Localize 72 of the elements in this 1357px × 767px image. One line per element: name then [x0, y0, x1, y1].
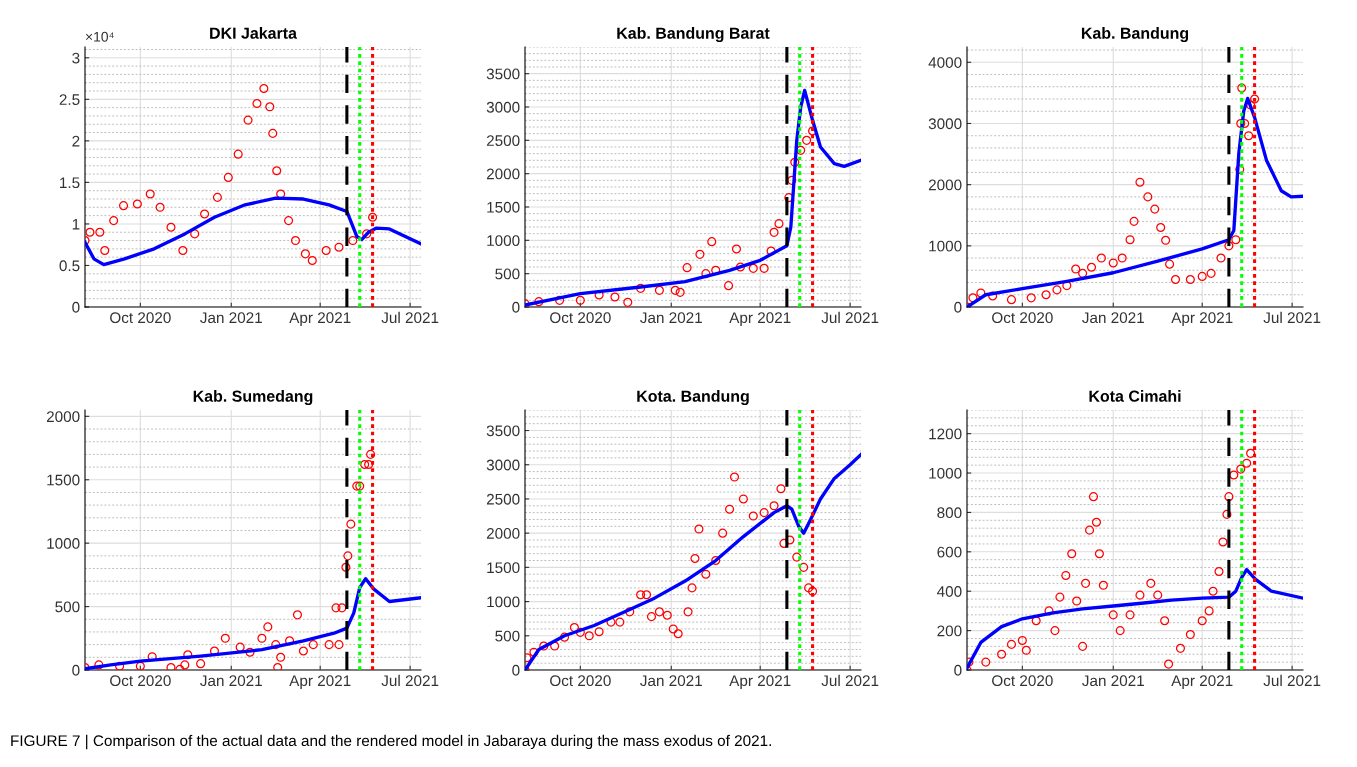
y-tick-label: 800	[937, 507, 962, 519]
y-tick-label: 1000	[487, 235, 520, 247]
y-tick-label: 2500	[486, 493, 520, 505]
x-tick-label: Jul 2021	[381, 311, 439, 324]
x-tick-label: Oct 2020	[110, 312, 171, 324]
x-tick-label: Oct 2020	[992, 675, 1053, 687]
x-tick-label: Apr 2021	[1171, 675, 1233, 690]
y-tick-label: 1	[72, 218, 80, 230]
y-tick-label: 0	[512, 301, 520, 313]
x-tick-label: Apr 2021	[729, 312, 791, 327]
y-tick-label: 1200	[929, 428, 962, 440]
y-tick-label: 3000	[486, 459, 520, 471]
y-tick-label: 500	[495, 268, 520, 280]
y-tick-label: 1000	[929, 240, 962, 252]
x-tick-label: Jul 2021	[381, 674, 439, 687]
x-tick-label: Jul 2021	[821, 311, 879, 324]
x-tick-label: Jul 2021	[1263, 311, 1321, 324]
chart-title: Kota. Bandung	[637, 390, 749, 406]
y-tick-label: 2000	[928, 179, 962, 191]
x-tick-label: Jan 2021	[640, 312, 702, 324]
y-tick-label: 0	[512, 664, 520, 676]
y-tick-label: 2000	[486, 528, 520, 539]
caption: FIGURE 7 | Comparison of the actual data and the rendered model in Jabaraya during the mass exodus of 2021.	[11, 734, 771, 750]
y-tick-label: 2000	[46, 411, 80, 423]
y-tick-label: 1500	[487, 562, 520, 574]
y-tick-label: 0	[72, 664, 80, 676]
x-tick-label: Jul 2021	[1263, 674, 1321, 687]
y-tick-label: 1000	[487, 596, 520, 608]
y-tick-label: 1500	[487, 201, 520, 213]
x-tick-label: Jan 2021	[640, 675, 702, 687]
y-tick-label: 200	[937, 625, 962, 637]
chart-title: Kab. Bandung Barat	[617, 27, 770, 43]
x-tick-label: Oct 2020	[550, 312, 611, 324]
chart-title: Kab. Bandung	[1081, 27, 1189, 43]
y-tick-label: 2	[72, 135, 80, 147]
x-tick-label: Jan 2021	[200, 312, 262, 324]
x-tick-label: Oct 2020	[992, 312, 1053, 324]
y-tick-label: 3000	[928, 118, 962, 130]
y-tick-label: 1000	[929, 467, 962, 479]
chart-title: DKI Jakarta	[210, 27, 298, 39]
x-tick-label: Jan 2021	[1082, 675, 1144, 687]
y-tick-label: 400	[937, 586, 962, 597]
y-tick-label: 3500	[486, 425, 520, 437]
y-tick-label: 0	[954, 301, 962, 313]
y-tick-label: 2000	[486, 168, 520, 180]
x-tick-label: Jan 2021	[200, 675, 262, 687]
chart-title: Kab. Sumedang	[193, 390, 313, 406]
y-tick-label: 600	[937, 546, 962, 558]
chart-title: Kota Cimahi	[1089, 390, 1181, 402]
y-tick-label: 0.5	[59, 260, 80, 272]
x-tick-label: Apr 2021	[729, 675, 791, 690]
y-tick-label: 0	[72, 301, 80, 313]
x-tick-label: Jul 2021	[821, 674, 879, 687]
y-tick-label: 3500	[486, 68, 520, 80]
text: ×10⁴	[85, 31, 114, 42]
y-tick-label: 500	[495, 630, 520, 642]
y-tick-label: 500	[55, 601, 80, 613]
x-tick-label: Apr 2021	[289, 312, 351, 327]
y-tick-label: 3000	[486, 101, 520, 113]
y-tick-label: 1.5	[60, 177, 80, 189]
x-tick-label: Oct 2020	[110, 675, 171, 687]
x-tick-label: Apr 2021	[289, 675, 351, 690]
y-tick-label: 0	[954, 664, 962, 676]
x-tick-label: Apr 2021	[1171, 312, 1233, 327]
y-tick-label: 2500	[486, 135, 520, 147]
y-tick-label: 3	[72, 52, 80, 64]
y-tick-label: 1500	[47, 474, 80, 486]
y-tick-label: 2.5	[59, 94, 80, 106]
y-tick-label: 4000	[928, 57, 962, 68]
x-tick-label: Jan 2021	[1082, 312, 1144, 324]
x-tick-label: Oct 2020	[550, 675, 611, 687]
y-tick-label: 1000	[47, 538, 80, 549]
